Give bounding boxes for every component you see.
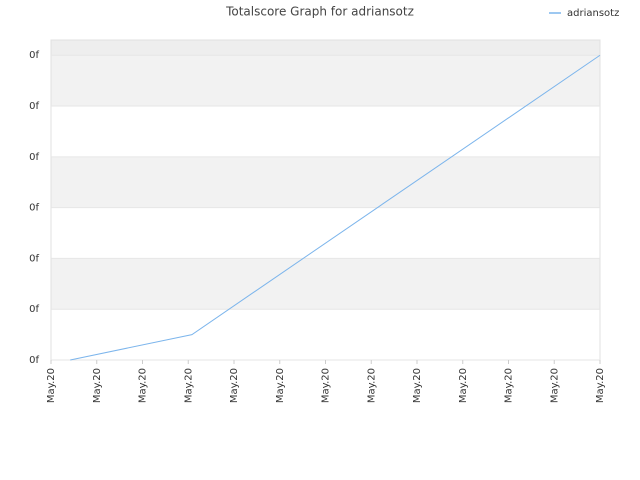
x-tick-label: May.20 — [366, 368, 377, 403]
band — [51, 40, 600, 56]
legend-label: adriansotz — [567, 8, 619, 19]
y-tick-label: 0f — [29, 253, 39, 264]
y-tick-label: 0f — [29, 203, 39, 214]
x-tick-label: May.20 — [321, 368, 332, 403]
band — [51, 55, 600, 107]
x-tick-label: May.20 — [549, 368, 560, 403]
band — [51, 156, 600, 208]
y-tick-label: 0f — [29, 355, 39, 366]
line — [70, 54, 601, 361]
band — [51, 258, 600, 310]
chart-title: Totalscore Graph for adriansotz — [225, 5, 414, 19]
y-tick-label: 0f — [29, 152, 39, 163]
x-tick-label: May.20 — [46, 368, 57, 403]
x-tick-label: May.20 — [275, 368, 286, 403]
x-tick-label: May.20 — [138, 368, 149, 403]
band — [51, 106, 600, 157]
x-tick-label: May.20 — [458, 368, 469, 403]
y-tick-label: 0f — [29, 304, 39, 315]
band — [51, 207, 600, 259]
x-tick-label: May.20 — [595, 368, 606, 403]
y-tick-label: 0f — [29, 50, 39, 61]
x-tick-label: May.20 — [183, 368, 194, 403]
y-tick-label: 0f — [29, 101, 39, 112]
band — [51, 309, 600, 360]
x-tick-label: May.20 — [92, 368, 103, 403]
x-tick-label: May.20 — [504, 368, 515, 403]
x-tick-label: May.20 — [412, 368, 423, 403]
x-tick-label: May.20 — [229, 368, 240, 403]
